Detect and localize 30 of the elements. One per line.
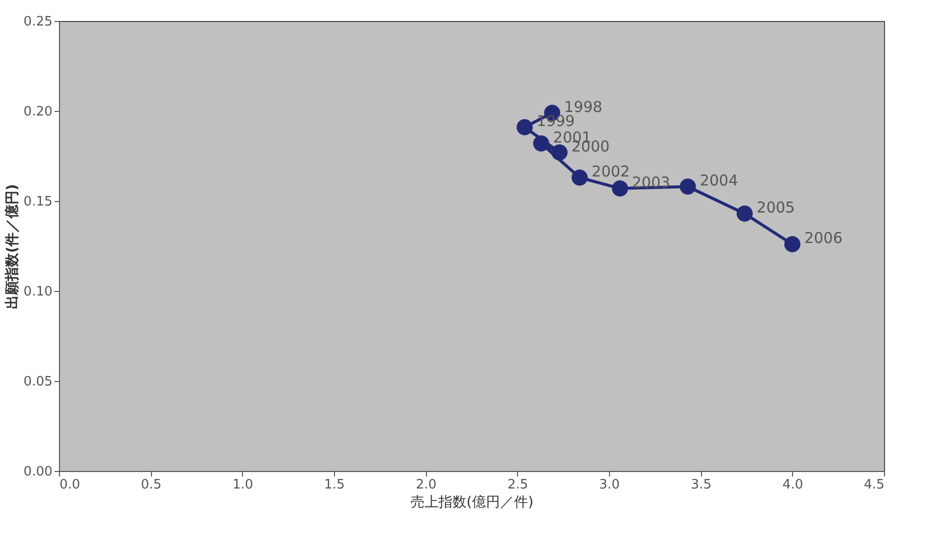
annotation: 2005 xyxy=(756,198,795,217)
point xyxy=(551,144,568,160)
y-tick-label: 0.25 xyxy=(24,14,52,30)
x-tick-label: 2.0 xyxy=(416,478,437,492)
y-tick-label: 0.10 xyxy=(24,284,52,300)
x-tick-label: 3.0 xyxy=(599,478,620,492)
y-axis-title: 出願指数(件／億円) xyxy=(4,184,21,309)
x-tick-label: 0.0 xyxy=(60,478,80,492)
point xyxy=(533,135,550,152)
x-tick-label: 3.5 xyxy=(690,478,712,492)
point xyxy=(680,178,696,195)
point xyxy=(736,206,753,222)
point xyxy=(612,180,628,196)
y-tick-label: 0.20 xyxy=(24,104,52,120)
point xyxy=(516,119,533,136)
point xyxy=(572,170,588,186)
annotation: 2002 xyxy=(592,162,630,181)
x-tick-label: 1.0 xyxy=(232,478,254,492)
annotation: 2004 xyxy=(700,172,738,190)
x-axis-title: 売上指数(億円／件) xyxy=(410,494,534,510)
x-tick-label: 1.5 xyxy=(324,478,345,492)
x-tick-label: 4.0 xyxy=(782,478,804,492)
y-tick-label: 0.05 xyxy=(24,374,52,390)
point xyxy=(784,236,800,252)
x-tick-label: 2.5 xyxy=(507,478,528,492)
y-tick-label: 0.00 xyxy=(24,464,52,480)
x-tick-label: 0.5 xyxy=(140,478,162,492)
annotation: 2006 xyxy=(804,229,843,248)
y-tick-label: 0.15 xyxy=(24,194,52,210)
x-tick-label: 4.5 xyxy=(864,478,884,492)
